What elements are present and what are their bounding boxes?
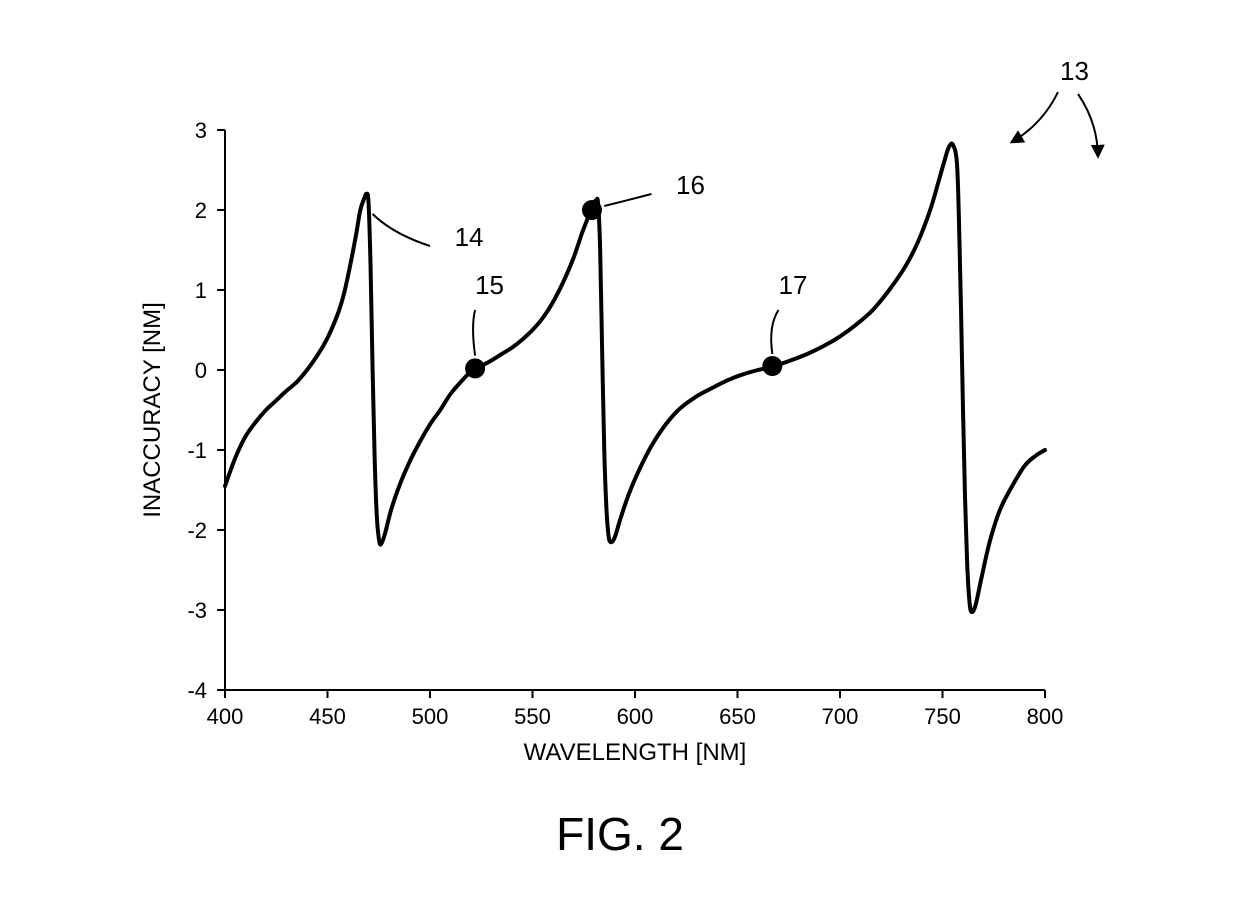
- y-tick-label: 2: [195, 198, 207, 223]
- data-marker: [582, 200, 602, 220]
- x-tick-label: 800: [1027, 704, 1064, 729]
- x-tick-label: 700: [822, 704, 859, 729]
- callout-leader: [604, 194, 651, 206]
- inaccuracy-curve: [225, 144, 1045, 613]
- callout-leader: [373, 214, 430, 246]
- x-tick-label: 750: [924, 704, 961, 729]
- x-tick-label: 450: [309, 704, 346, 729]
- callout-13-arrow-left: [1012, 92, 1058, 142]
- callout-leader: [771, 310, 778, 354]
- y-axis-label: INACCURACY [NM]: [139, 302, 166, 518]
- callout-label: 17: [779, 270, 808, 300]
- x-axis-label: WAVELENGTH [NM]: [524, 739, 747, 766]
- data-marker: [762, 356, 782, 376]
- y-tick-label: -3: [187, 598, 207, 623]
- x-tick-label: 400: [207, 704, 244, 729]
- callout-label-13: 13: [1060, 56, 1089, 86]
- y-tick-label: -4: [187, 678, 207, 703]
- y-tick-label: 1: [195, 278, 207, 303]
- callout-label: 14: [455, 222, 484, 252]
- y-tick-label: 3: [195, 118, 207, 143]
- callout-label: 15: [475, 270, 504, 300]
- y-tick-label: 0: [195, 358, 207, 383]
- callout-label: 16: [676, 170, 705, 200]
- x-tick-label: 600: [617, 704, 654, 729]
- x-tick-label: 500: [412, 704, 449, 729]
- figure-container: 400 450 500 550 600 650 700 750 800 -4 -3 -2 -1 0 1 2 3 W…: [0, 0, 1240, 904]
- x-tick-label: 650: [719, 704, 756, 729]
- callout-leader: [473, 310, 475, 356]
- figure-caption: FIG. 2: [556, 808, 684, 860]
- y-tick-label: -1: [187, 438, 207, 463]
- chart-svg: 400 450 500 550 600 650 700 750 800 -4 -3 -2 -1 0 1 2 3 W…: [0, 0, 1240, 904]
- x-tick-label: 550: [514, 704, 551, 729]
- data-marker: [465, 358, 485, 378]
- callout-13-arrow-right: [1078, 94, 1098, 156]
- y-tick-label: -2: [187, 518, 207, 543]
